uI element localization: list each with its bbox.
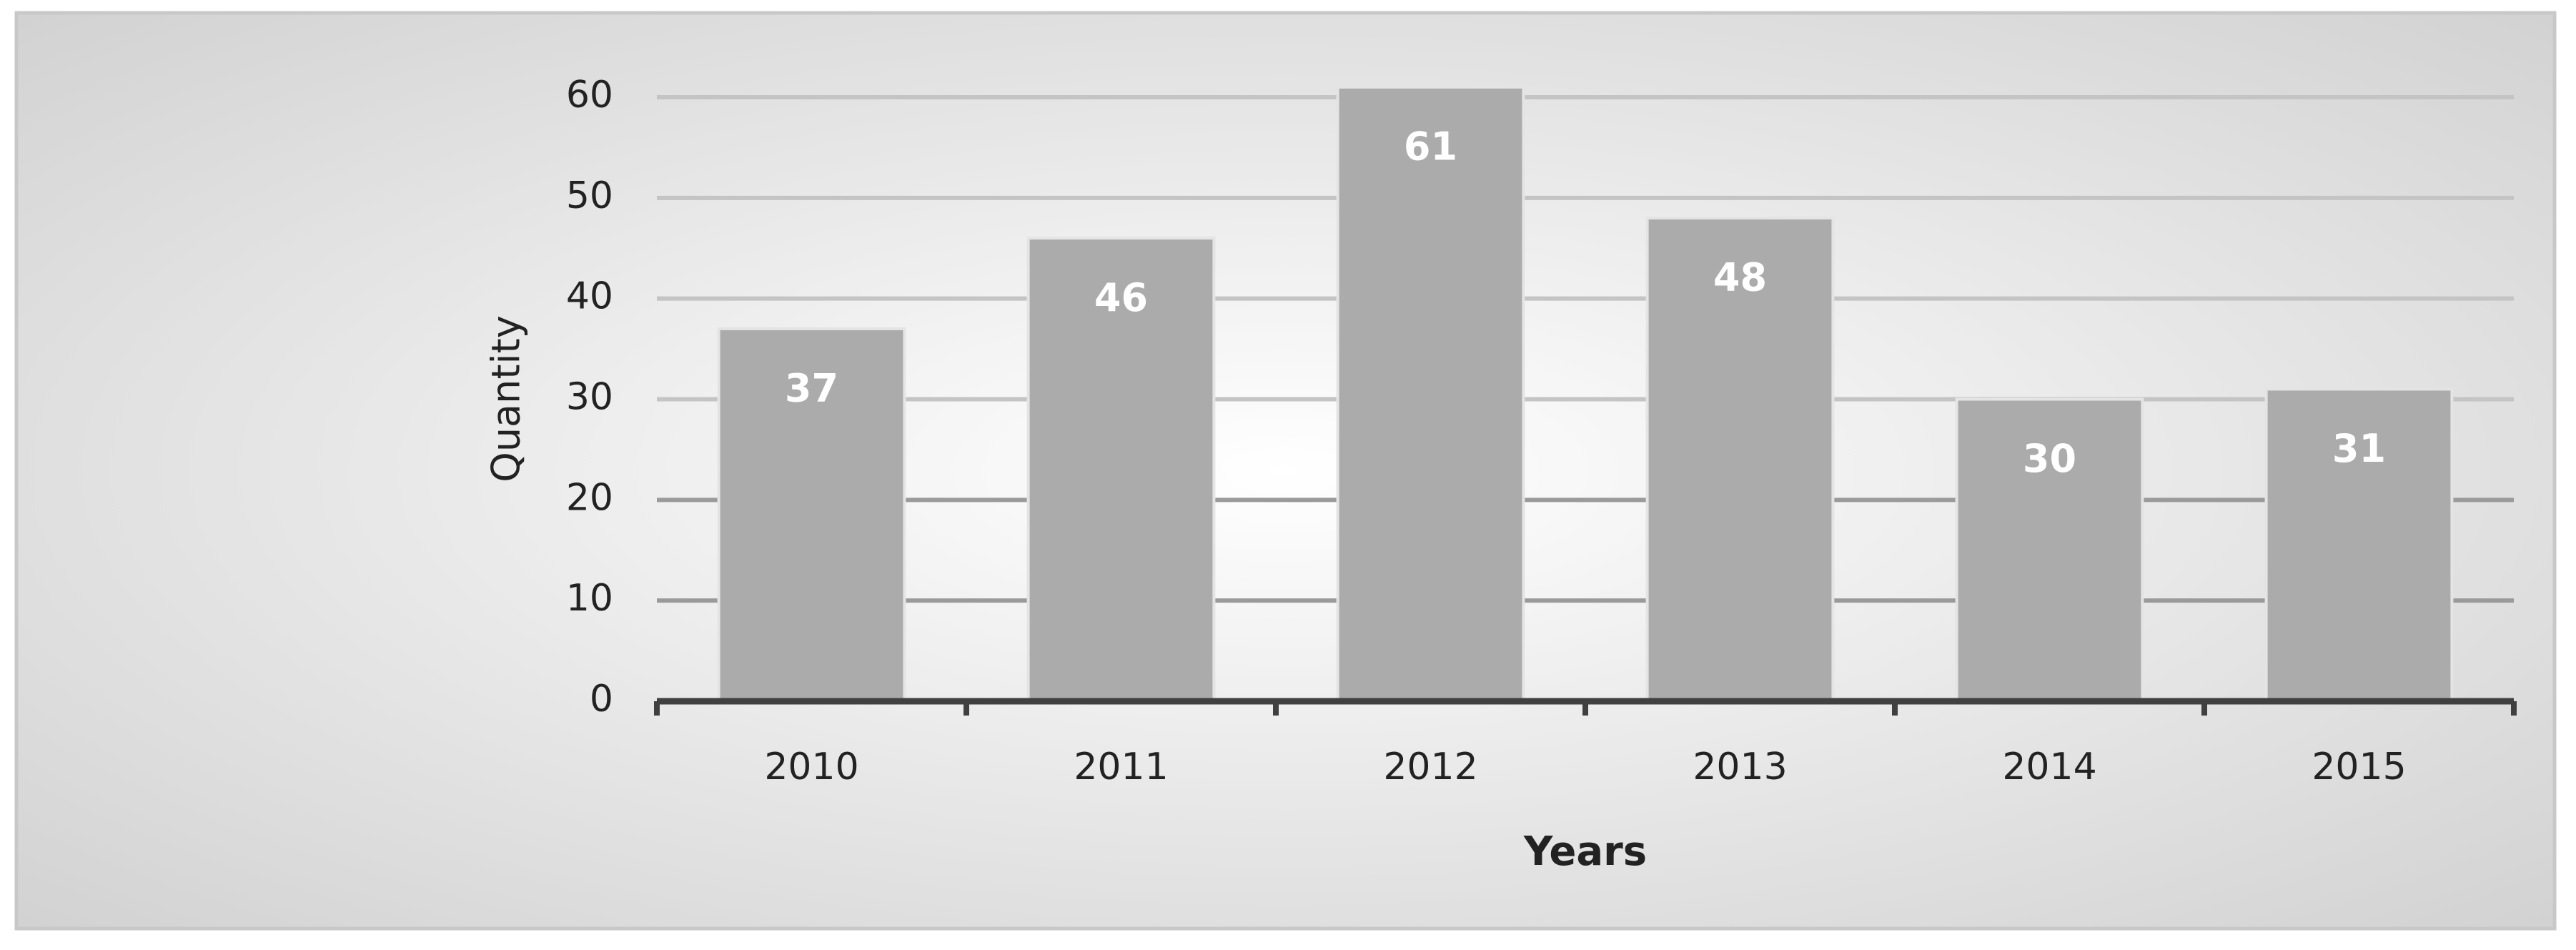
- bar: [1336, 85, 1525, 703]
- x-tick-label: 2015: [2312, 746, 2406, 788]
- bar: [1026, 237, 1216, 703]
- data-label: 48: [1713, 255, 1767, 300]
- bar: [717, 327, 906, 703]
- y-tick-label: 0: [590, 678, 613, 721]
- y-tick-label: 20: [566, 476, 613, 519]
- bar: [1955, 397, 2144, 703]
- x-tick-label: 2010: [764, 746, 858, 788]
- y-tick-label: 60: [566, 74, 613, 117]
- data-label: 30: [2023, 436, 2076, 481]
- x-tick-label: 2014: [2002, 746, 2096, 788]
- bar: [2264, 387, 2454, 703]
- x-tick-label: 2013: [1693, 746, 1787, 788]
- data-label: 46: [1094, 275, 1148, 320]
- data-label: 61: [1404, 124, 1457, 169]
- x-axis-label: Years: [1523, 828, 1647, 875]
- y-tick-label: 40: [566, 275, 613, 318]
- x-tick-label: 2011: [1074, 746, 1168, 788]
- y-tick-label: 30: [566, 376, 613, 419]
- chart-area: [14, 11, 2557, 931]
- data-label: 37: [785, 366, 838, 411]
- y-axis-label: Quantity: [484, 315, 529, 482]
- x-tick-label: 2012: [1383, 746, 1477, 788]
- data-label: 31: [2332, 426, 2386, 471]
- y-tick-label: 10: [566, 577, 613, 620]
- y-tick-label: 50: [566, 174, 613, 217]
